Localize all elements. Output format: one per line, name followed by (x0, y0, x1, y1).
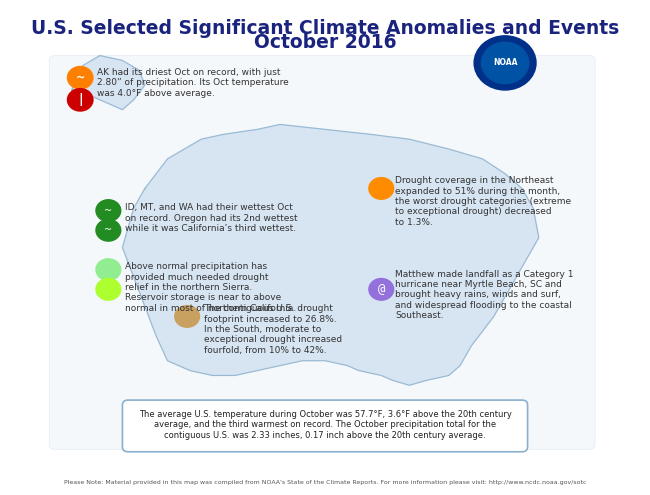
Circle shape (68, 89, 92, 111)
Text: Matthew made landfall as a Category 1
hurricane near Myrtle Beach, SC and
brough: Matthew made landfall as a Category 1 hu… (395, 270, 574, 320)
Text: ~: ~ (104, 205, 112, 216)
Circle shape (96, 219, 121, 241)
Polygon shape (122, 124, 539, 385)
Polygon shape (72, 55, 145, 110)
FancyBboxPatch shape (122, 400, 528, 452)
Text: U.S. Selected Significant Climate Anomalies and Events: U.S. Selected Significant Climate Anomal… (31, 19, 619, 38)
Circle shape (175, 305, 200, 327)
Circle shape (474, 36, 536, 90)
Text: Please Note: Material provided in this map was compiled from NOAA's State of the: Please Note: Material provided in this m… (64, 480, 586, 485)
Text: October 2016: October 2016 (254, 33, 396, 52)
Circle shape (96, 259, 121, 281)
Polygon shape (162, 410, 185, 425)
Circle shape (96, 200, 121, 221)
Text: ~: ~ (75, 73, 85, 83)
Text: ~: ~ (104, 225, 112, 235)
Text: |: | (78, 94, 83, 106)
Text: Above normal precipitation has
provided much needed drought
relief in the northe: Above normal precipitation has provided … (125, 262, 296, 313)
Circle shape (68, 67, 92, 89)
Text: The average U.S. temperature during October was 57.7°F, 3.6°F above the 20th cen: The average U.S. temperature during Octo… (138, 410, 512, 440)
Circle shape (369, 279, 394, 300)
Text: AK had its driest Oct on record, with just
2.80” of precipitation. Its Oct tempe: AK had its driest Oct on record, with ju… (97, 68, 289, 98)
Circle shape (96, 279, 121, 300)
Circle shape (369, 178, 394, 199)
Text: @: @ (378, 283, 385, 296)
Text: Drought coverage in the Northeast
expanded to 51% during the month,
the worst dr: Drought coverage in the Northeast expand… (395, 176, 571, 227)
Text: The contiguous U.S. drought
footprint increased to 26.8%.
In the South, moderate: The contiguous U.S. drought footprint in… (204, 304, 342, 355)
Text: ID, MT, and WA had their wettest Oct
on record. Oregon had its 2nd wettest
while: ID, MT, and WA had their wettest Oct on … (125, 203, 298, 233)
Text: NOAA: NOAA (493, 58, 517, 67)
Circle shape (482, 42, 528, 84)
FancyBboxPatch shape (49, 55, 595, 449)
